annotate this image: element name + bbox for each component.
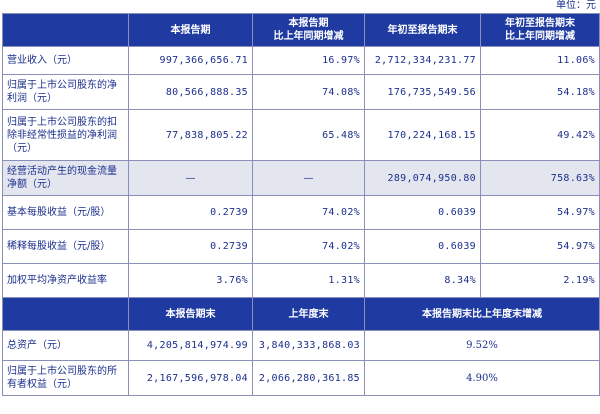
value-cell: 74.08% (252, 74, 365, 110)
value-cell: 54.97% (480, 229, 600, 264)
table-row: 营业收入（元） 997,366,656.71 16.97% 2,712,334,… (2, 46, 600, 75)
value-cell: 176,735,549.56 (364, 74, 481, 110)
row-label: 基本每股收益（元/股） (2, 195, 129, 230)
row-label: 稀释每股收益（元/股） (2, 229, 129, 264)
row-label: 营业收入（元） (2, 46, 129, 75)
value-cell: 1.31% (252, 263, 365, 298)
value-cell: 77,838,805.22 (128, 109, 253, 161)
header-last-year-end: 上年度末 (252, 297, 365, 331)
value-cell: 0.2739 (128, 229, 253, 264)
table-row: 稀释每股收益（元/股） 0.2739 74.02% 0.6039 54.97% (2, 229, 600, 264)
table-row: 归属于上市公司股东的扣除非经常性损益的净利润（元） 77,838,805.22 … (2, 109, 600, 161)
value-cell: 2,712,334,231.77 (364, 46, 481, 75)
row-label: 归属于上市公司股东的扣除非经常性损益的净利润（元） (2, 109, 129, 161)
value-cell: 2.19% (480, 263, 600, 298)
row-label: 加权平均净资产收益率 (2, 263, 129, 298)
value-cell: 170,224,168.15 (364, 109, 481, 161)
row-label: 经营活动产生的现金流量净额（元） (2, 160, 129, 196)
value-cell: 289,074,950.80 (364, 160, 481, 196)
value-cell: 65.48% (252, 109, 365, 161)
table-header-row: 本报告期末 上年度末 本报告期末比上年度末增减 (2, 297, 600, 331)
table-row: 总资产（元） 4,205,814,974.99 3,840,333,868.03… (2, 330, 600, 361)
value-cell: 3.76% (128, 263, 253, 298)
header-blank-cell (2, 297, 129, 331)
value-cell: 8.34% (364, 263, 481, 298)
table-row: 基本每股收益（元/股） 0.2739 74.02% 0.6039 54.97% (2, 195, 600, 230)
value-cell: 54.18% (480, 74, 600, 110)
value-cell: 2,066,280,361.85 (252, 360, 365, 396)
value-cell: 758.63% (480, 160, 600, 196)
financial-table: 本报告期 本报告期 比上年同期增减 年初至报告期末 年初至报告期末 比上年同期增减 … (2, 13, 600, 396)
value-cell: 80,566,888.35 (128, 74, 253, 110)
value-cell: 0.2739 (128, 195, 253, 230)
value-cell: 74.02% (252, 229, 365, 264)
value-cell: 54.97% (480, 195, 600, 230)
header-blank-cell (2, 13, 129, 47)
header-period-end: 本报告期末 (128, 297, 253, 331)
table-header-row: 本报告期 本报告期 比上年同期增减 年初至报告期末 年初至报告期末 比上年同期增减 (2, 13, 600, 47)
header-current-period: 本报告期 (128, 13, 253, 47)
header-ytd-change: 年初至报告期末 比上年同期增减 (480, 13, 600, 47)
value-cell: 16.97% (252, 46, 365, 75)
value-cell: 74.02% (252, 195, 365, 230)
value-cell: 11.06% (480, 46, 600, 75)
row-label: 归属于上市公司股东的净利润（元） (2, 74, 129, 110)
value-cell: — (128, 160, 253, 196)
header-current-period-change: 本报告期 比上年同期增减 (252, 13, 365, 47)
value-cell: 997,366,656.71 (128, 46, 253, 75)
header-period-end-change: 本报告期末比上年度末增减 (364, 297, 600, 331)
value-cell: 2,167,596,978.04 (128, 360, 253, 396)
value-cell: 9.52% (364, 330, 600, 361)
value-cell: 3,840,333,868.03 (252, 330, 365, 361)
row-label: 总资产（元） (2, 330, 129, 361)
table-row: 归属于上市公司股东的净利润（元） 80,566,888.35 74.08% 17… (2, 74, 600, 110)
value-cell: 49.42% (480, 109, 600, 161)
value-cell: — (252, 160, 365, 196)
header-ytd: 年初至报告期末 (364, 13, 481, 47)
table-row: 经营活动产生的现金流量净额（元） — — 289,074,950.80 758.… (2, 160, 600, 196)
table-row: 加权平均净资产收益率 3.76% 1.31% 8.34% 2.19% (2, 263, 600, 298)
value-cell: 0.6039 (364, 229, 481, 264)
table-row: 归属于上市公司股东的所有者权益（元） 2,167,596,978.04 2,06… (2, 360, 600, 396)
unit-label: 单位：元 (556, 0, 596, 11)
value-cell: 4.90% (364, 360, 600, 396)
row-label: 归属于上市公司股东的所有者权益（元） (2, 360, 129, 396)
value-cell: 0.6039 (364, 195, 481, 230)
value-cell: 4,205,814,974.99 (128, 330, 253, 361)
